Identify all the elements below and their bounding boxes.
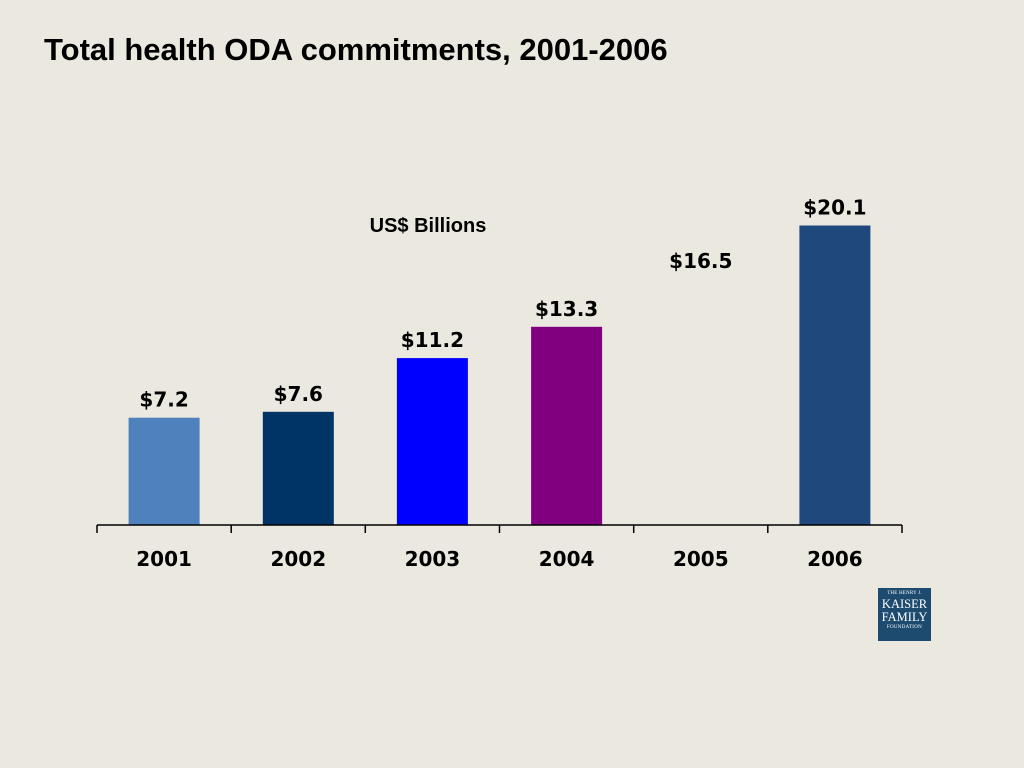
logo-line-2: KAISER xyxy=(881,597,928,611)
data-label-2002: $7.6 xyxy=(274,382,323,406)
x-tick-label-2006: 2006 xyxy=(807,547,863,571)
data-label-2004: $13.3 xyxy=(535,297,598,321)
kaiser-family-foundation-logo: THE HENRY J. KAISER FAMILY FOUNDATION xyxy=(878,588,931,641)
bar-2004 xyxy=(531,326,603,525)
bar-2003 xyxy=(396,358,468,525)
data-label-2006: $20.1 xyxy=(803,196,866,220)
data-label-2003: $11.2 xyxy=(401,328,464,352)
unit-label: US$ Billions xyxy=(370,215,487,237)
x-tick-label-2001: 2001 xyxy=(136,547,192,571)
data-label-2001: $7.2 xyxy=(139,388,188,412)
bar-2006 xyxy=(799,225,871,525)
bars-group: $7.2 $7.6 $11.2 $13.3 $16.5 $20.1 xyxy=(128,196,871,525)
bar-2002 xyxy=(262,411,334,525)
logo-line-4: FOUNDATION xyxy=(886,625,923,630)
data-label-2005: $16.5 xyxy=(669,249,732,273)
x-tick-label-2002: 2002 xyxy=(270,547,326,571)
logo-line-3: FAMILY xyxy=(881,609,928,624)
x-tick-label-2003: 2003 xyxy=(405,547,461,571)
x-axis: 2001 2002 2003 2004 2005 2006 xyxy=(96,524,903,571)
x-tick-label-2004: 2004 xyxy=(539,547,595,571)
x-tick-label-2005: 2005 xyxy=(673,547,729,571)
logo-line-1: THE HENRY J. xyxy=(887,591,922,596)
slide-title: Total health ODA commitments, 2001-2006 xyxy=(44,32,668,67)
bar-2001 xyxy=(128,417,200,525)
